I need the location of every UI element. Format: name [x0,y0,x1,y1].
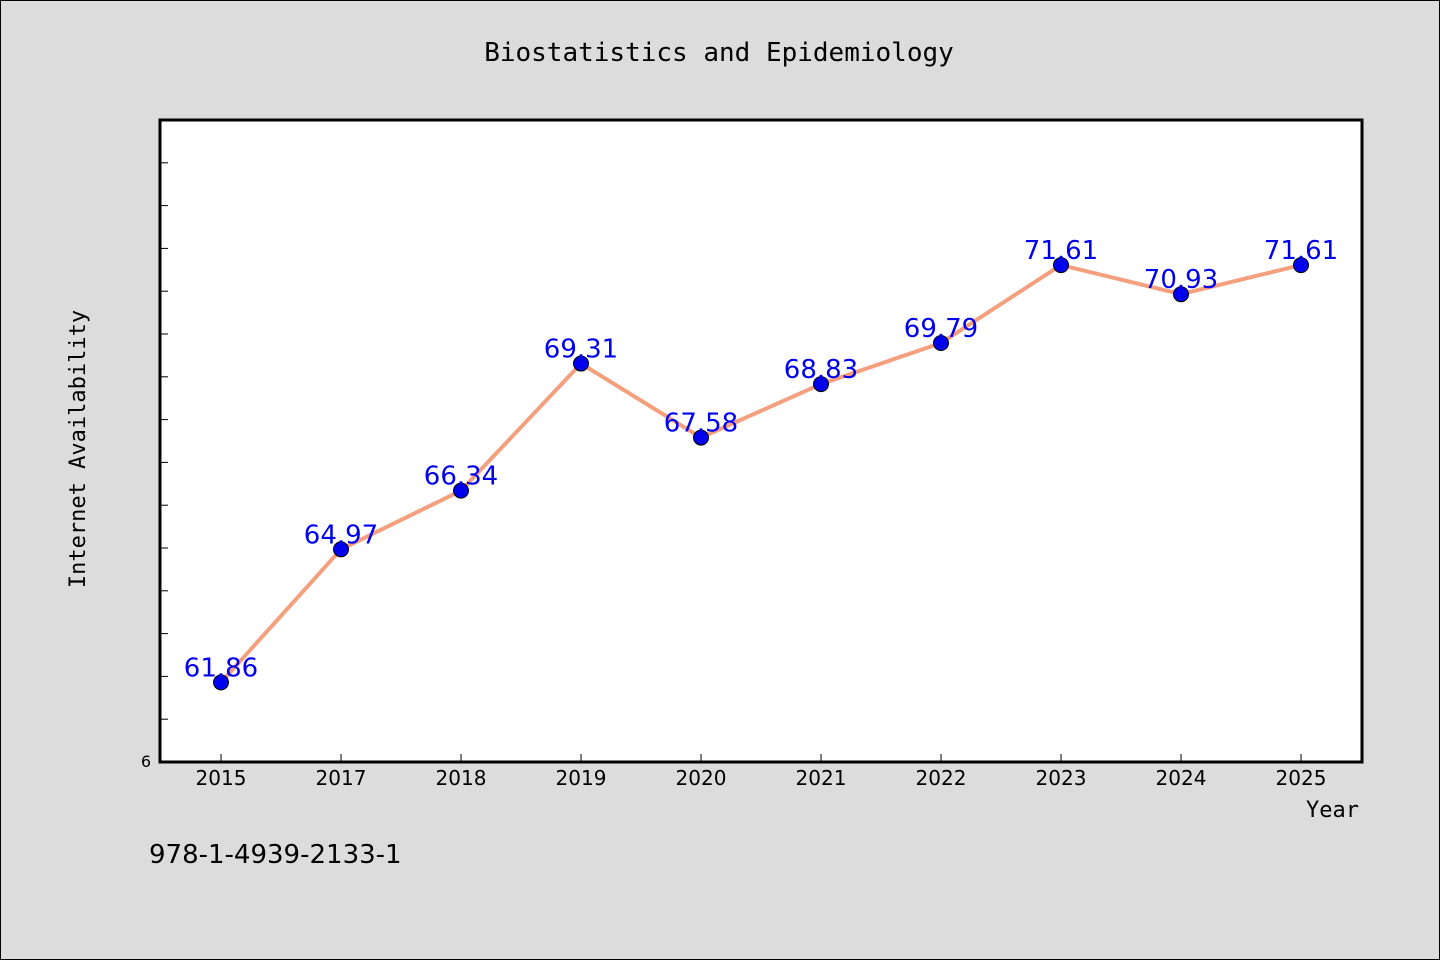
data-point [453,482,469,499]
x-tick-label: 2018 [436,766,487,790]
y-axis-ticks [160,162,168,720]
x-tick-label: 2019 [556,766,607,790]
chart-title: Biostatistics and Epidemiology [484,38,954,68]
x-tick-label: 2017 [316,766,367,790]
x-tick-label: 2023 [1036,766,1087,790]
footer-code: 978-1-4939-2133-1 [149,840,402,870]
plot-area [158,118,1364,764]
x-axis-tick-labels: 2015 2017 2018 2019 2020 2021 2022 2023 2024 2025 [196,766,1327,790]
data-label: 68.83 [784,355,858,385]
x-tick-label: 2022 [916,766,967,790]
data-point [813,376,829,393]
data-point [1173,286,1189,303]
data-label: 64.97 [304,520,378,550]
data-point [573,355,589,372]
y-tick-label: 6 [141,752,151,771]
data-point [933,334,949,351]
series-group: 61.86 64.97 66.34 69.31 67.58 68.83 69.79 71.61… [184,236,1338,691]
data-label: 71.61 [1024,236,1098,266]
data-label: 66.34 [424,462,498,492]
data-label: 67.58 [664,409,738,439]
x-axis-ticks [220,754,1302,762]
x-tick-label: 2015 [196,766,247,790]
data-label: 71.61 [1264,236,1338,266]
x-tick-label: 2021 [796,766,847,790]
x-axis-label: Year [1306,798,1359,823]
x-tick-label: 2025 [1276,766,1327,790]
data-point [1053,257,1069,274]
data-point [333,541,349,558]
data-label: 70.93 [1144,265,1218,295]
y-axis-label: Internet Availability [66,310,91,588]
data-label: 69.79 [904,314,978,344]
data-label: 69.31 [544,335,618,365]
data-point [213,674,229,691]
data-point [1293,257,1309,274]
x-tick-label: 2020 [676,766,727,790]
series-line [219,263,1303,685]
x-tick-label: 2024 [1156,766,1207,790]
data-point [693,429,709,446]
data-label: 61.86 [184,653,258,683]
